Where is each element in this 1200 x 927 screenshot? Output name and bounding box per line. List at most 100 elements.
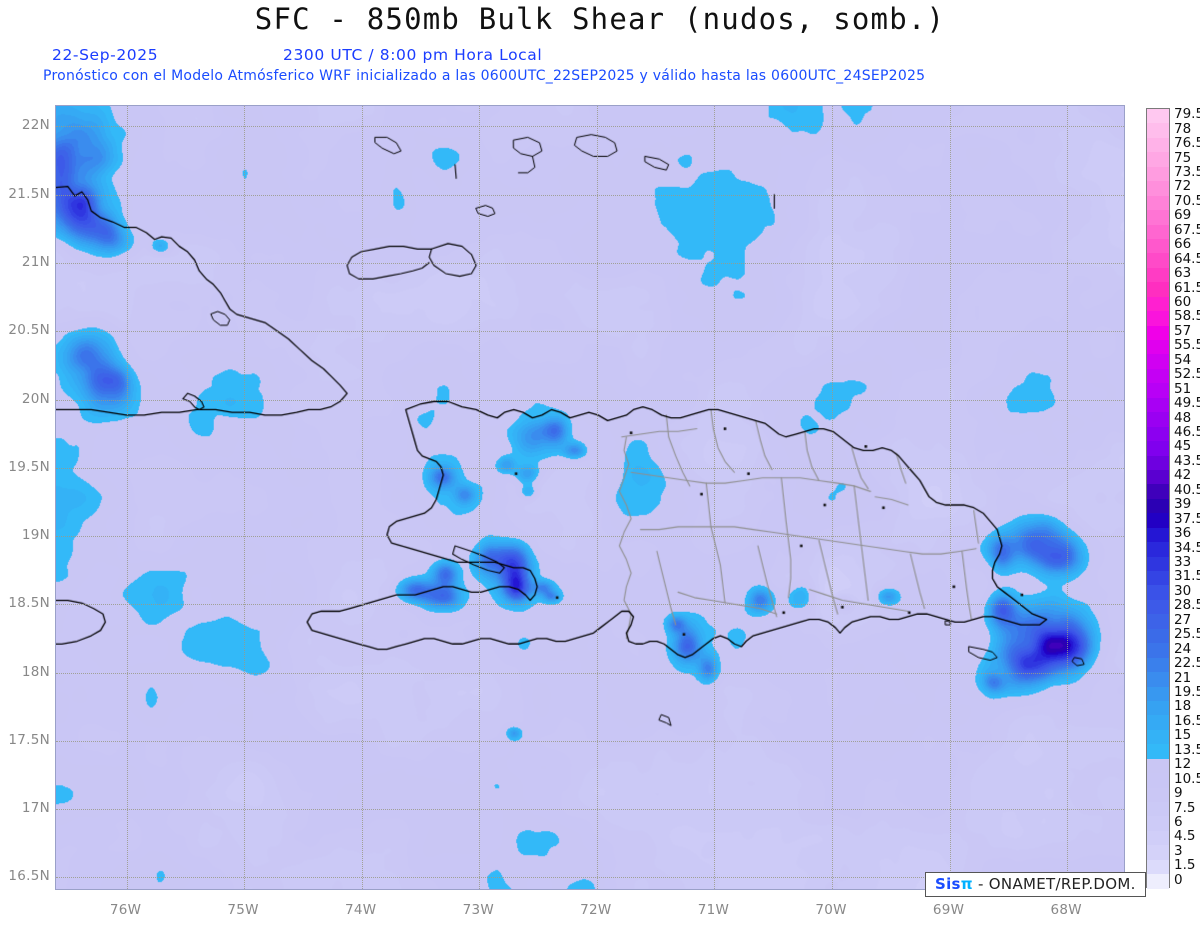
gridline-lat-17N	[56, 809, 1124, 811]
colorbar-label-51: 51	[1174, 380, 1192, 397]
colorbar-label-28.5: 28.5	[1174, 597, 1200, 614]
colorbar-cell-31.5	[1147, 571, 1169, 586]
colorbar-cell-37.5	[1147, 513, 1169, 528]
colorbar-cell-70.5	[1147, 195, 1169, 211]
lon-tick-76W: 76W	[109, 902, 142, 918]
colorbar: 79.5 78 76.5 75 73.5 72 70.5 69 67.5 66 64.5 63 61.5…	[1146, 105, 1200, 890]
colorbar-cell-49.5	[1147, 397, 1169, 413]
page-title: SFC - 850mb Bulk Shear (nudos, somb.)	[254, 2, 946, 36]
colorbar-cell-30	[1147, 585, 1169, 600]
colorbar-label-78: 78	[1174, 120, 1192, 137]
colorbar-strip	[1146, 108, 1170, 889]
logo-pi-icon: π	[960, 875, 973, 893]
lon-tick-74W: 74W	[344, 902, 377, 918]
colorbar-label-24: 24	[1174, 640, 1192, 657]
colorbar-label-30: 30	[1174, 582, 1192, 599]
colorbar-label-1.5: 1.5	[1174, 857, 1196, 874]
colorbar-label-7.5: 7.5	[1174, 799, 1196, 816]
colorbar-label-40.5: 40.5	[1174, 481, 1200, 498]
colorbar-cell-40.5	[1147, 484, 1169, 499]
colorbar-label-66: 66	[1174, 236, 1192, 253]
gridline-lat-21N	[56, 263, 1124, 264]
colorbar-label-54: 54	[1174, 351, 1192, 368]
colorbar-cell-48	[1147, 412, 1169, 427]
lat-tick-17.5N: 17.5N	[8, 731, 50, 748]
gridline-lat-17.5N	[56, 740, 1124, 742]
colorbar-cell-15	[1147, 729, 1169, 745]
colorbar-cell-18	[1147, 700, 1169, 716]
colorbar-label-18: 18	[1174, 698, 1192, 715]
gridline-lon-68W	[1067, 106, 1069, 889]
model-description: Pronóstico con el Modelo Atmósferico WRF…	[43, 68, 926, 84]
colorbar-cell-39	[1147, 498, 1169, 514]
colorbar-cell-13.5	[1147, 744, 1169, 759]
forecast-valid-time: 2300 UTC / 8:00 pm Hora Local	[283, 46, 543, 64]
lat-tick-16.5N: 16.5N	[8, 868, 50, 885]
map-panel[interactable]	[55, 105, 1125, 890]
colorbar-label-46.5: 46.5	[1174, 424, 1200, 440]
colorbar-label-76.5: 76.5	[1174, 135, 1200, 152]
logo-org-text: - ONAMET/REP.DOM.	[978, 875, 1136, 893]
gridline-lat-19N	[56, 536, 1124, 538]
colorbar-label-19.5: 19.5	[1174, 684, 1200, 700]
gridline-lat-20.5N	[56, 331, 1124, 333]
colorbar-label-79.5: 79.5	[1174, 106, 1200, 123]
colorbar-label-52.5: 52.5	[1174, 366, 1200, 383]
colorbar-cell-21	[1147, 672, 1169, 687]
lon-tick-68W: 68W	[1050, 902, 1082, 918]
colorbar-label-58.5: 58.5	[1174, 308, 1200, 325]
colorbar-label-10.5: 10.5	[1174, 770, 1200, 787]
lat-tick-19N: 19N	[21, 527, 50, 544]
gridline-lat-16.5N	[56, 877, 1124, 879]
gridline-lon-76W	[126, 106, 128, 889]
gridline-lat-21.5N	[56, 194, 1124, 196]
colorbar-label-73.5: 73.5	[1174, 164, 1200, 180]
colorbar-label-16.5: 16.5	[1174, 712, 1200, 729]
colorbar-cell-52.5	[1147, 368, 1169, 384]
colorbar-label-42: 42	[1174, 467, 1192, 484]
colorbar-cell-60	[1147, 296, 1169, 312]
colorbar-cell-9	[1147, 787, 1169, 802]
colorbar-cell-58.5	[1147, 311, 1169, 326]
colorbar-cell-79.5	[1147, 109, 1169, 124]
colorbar-label-61.5: 61.5	[1174, 279, 1200, 296]
colorbar-cell-76.5	[1147, 137, 1169, 153]
colorbar-cell-12	[1147, 758, 1169, 774]
colorbar-label-36: 36	[1174, 525, 1192, 542]
lon-tick-70W: 70W	[815, 902, 847, 918]
colorbar-label-31.5: 31.5	[1174, 568, 1200, 585]
colorbar-cell-28.5	[1147, 599, 1169, 615]
colorbar-label-69: 69	[1174, 207, 1192, 224]
colorbar-cell-27	[1147, 614, 1169, 629]
colorbar-cell-78	[1147, 123, 1169, 138]
colorbar-cell-61.5	[1147, 282, 1169, 297]
gridline-lat-19.5N	[56, 467, 1124, 469]
colorbar-label-13.5: 13.5	[1174, 741, 1200, 758]
colorbar-cell-36	[1147, 527, 1169, 543]
colorbar-cell-7.5	[1147, 802, 1169, 817]
lat-tick-20N: 20N	[21, 390, 50, 407]
colorbar-cell-51	[1147, 383, 1169, 398]
colorbar-cell-42	[1147, 469, 1169, 485]
lat-tick-19.5N: 19.5N	[8, 458, 50, 475]
colorbar-cell-25.5	[1147, 628, 1169, 644]
colorbar-label-48: 48	[1174, 409, 1192, 426]
colorbar-label-15: 15	[1174, 727, 1192, 744]
colorbar-label-37.5: 37.5	[1174, 510, 1200, 527]
lat-tick-18.5N: 18.5N	[8, 595, 50, 612]
colorbar-cell-0	[1147, 874, 1169, 889]
colorbar-cell-63	[1147, 267, 1169, 283]
colorbar-cell-64.5	[1147, 253, 1169, 268]
colorbar-label-70.5: 70.5	[1174, 192, 1200, 209]
colorbar-label-72: 72	[1174, 178, 1192, 195]
lat-tick-21.5N: 21.5N	[8, 185, 50, 202]
gridline-lat-20N	[56, 399, 1124, 401]
colorbar-label-60: 60	[1174, 294, 1192, 310]
colorbar-cell-1.5	[1147, 859, 1169, 875]
colorbar-cell-72	[1147, 181, 1169, 196]
colorbar-label-6: 6	[1174, 814, 1183, 830]
colorbar-cell-46.5	[1147, 426, 1169, 442]
colorbar-cell-69	[1147, 210, 1169, 225]
lon-tick-73W: 73W	[462, 902, 494, 918]
colorbar-label-75: 75	[1174, 149, 1192, 166]
